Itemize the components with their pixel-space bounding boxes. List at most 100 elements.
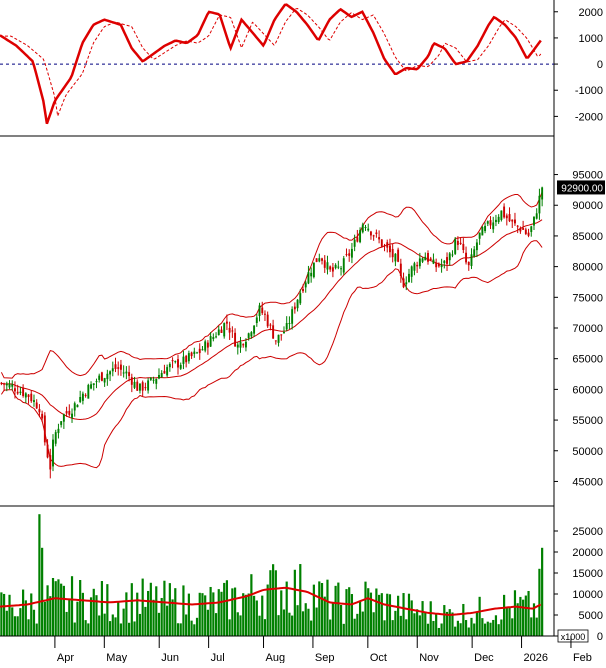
candle-body	[337, 266, 340, 268]
candle-body	[323, 260, 326, 268]
candlestick	[440, 258, 443, 273]
volume-bar	[16, 616, 19, 636]
bollinger-upper-band	[0, 191, 543, 379]
volume-bar	[103, 613, 106, 636]
price-tick-label: 45000	[572, 476, 603, 488]
candle-body	[258, 305, 261, 316]
volume-bar	[356, 613, 359, 636]
candlestick	[538, 188, 541, 220]
volume-bar	[147, 590, 150, 636]
month-label: Jul	[211, 652, 225, 663]
candle-body	[462, 243, 465, 251]
candle-body	[98, 375, 101, 380]
candlestick	[196, 351, 198, 354]
candle-body	[149, 377, 152, 380]
volume-bar	[391, 620, 394, 636]
volume-bar	[76, 601, 79, 636]
candle-body	[364, 226, 367, 228]
candlestick	[473, 246, 476, 258]
candle-body	[247, 333, 250, 339]
candle-body	[117, 367, 120, 369]
candlestick	[288, 316, 291, 330]
candle-body	[500, 210, 503, 220]
candle-body	[285, 323, 288, 330]
candlestick	[223, 322, 226, 339]
volume-bar	[348, 587, 351, 636]
candle-body	[223, 323, 226, 337]
volume-bar	[228, 619, 231, 636]
volume-bar	[380, 593, 383, 636]
volume-bar	[95, 595, 98, 636]
candle-body	[454, 239, 457, 254]
candle-body	[424, 256, 427, 261]
volume-bar	[252, 595, 256, 636]
candle-body	[81, 393, 84, 401]
candle-body	[190, 352, 193, 357]
volume-bar	[193, 624, 196, 636]
candle-body	[391, 248, 394, 258]
volume-bar	[130, 583, 133, 636]
volume-bar	[424, 612, 427, 636]
candlestick	[41, 410, 44, 423]
candlestick	[272, 319, 275, 339]
candlestick	[361, 222, 364, 234]
candlestick	[206, 340, 209, 355]
candlestick	[378, 230, 381, 244]
oscillator-line	[0, 3, 542, 125]
volume-bar	[432, 620, 435, 636]
volume-bar	[451, 612, 454, 636]
volume-bar	[149, 582, 152, 636]
volume-bar	[293, 569, 296, 636]
candle-body	[291, 309, 294, 324]
candle-body	[519, 227, 522, 232]
candlestick	[160, 370, 163, 378]
candlestick	[456, 236, 459, 251]
volume-bar	[155, 586, 158, 636]
candlestick	[475, 238, 478, 258]
candlestick	[462, 238, 465, 254]
volume-bar	[92, 588, 95, 636]
candle-body	[484, 225, 487, 232]
candlestick	[402, 272, 405, 289]
candlestick	[535, 208, 538, 220]
candle-body	[76, 404, 79, 408]
candle-body	[494, 219, 497, 223]
volume-bar	[204, 595, 207, 636]
candlestick	[340, 265, 343, 276]
volume-bar	[65, 611, 68, 636]
candle-body	[503, 206, 506, 218]
candle-body	[435, 262, 438, 268]
candlestick	[119, 359, 122, 376]
volume-bar	[30, 593, 33, 636]
volume-bar	[481, 618, 484, 636]
candle-body	[516, 225, 519, 227]
candlestick	[13, 381, 16, 399]
candle-body	[103, 378, 106, 383]
month-label: May	[106, 652, 127, 663]
volume-bar	[535, 617, 538, 636]
candle-body	[111, 368, 114, 372]
candlestick	[519, 226, 522, 234]
candlestick	[331, 262, 334, 278]
candlestick	[516, 224, 519, 234]
volume-bar	[307, 608, 310, 636]
volume-bar	[46, 585, 49, 636]
volume-bar	[497, 624, 500, 636]
volume-bar	[492, 619, 495, 636]
candle-body	[38, 409, 41, 413]
volume-bar	[508, 606, 511, 636]
volume-bar	[418, 615, 421, 636]
candle-body	[182, 356, 185, 364]
candle-body	[315, 258, 318, 262]
candle-body	[231, 330, 234, 332]
volume-bar	[106, 584, 109, 636]
candlestick	[100, 371, 103, 382]
candle-body	[141, 382, 144, 391]
candle-body	[19, 391, 22, 394]
volume-bar	[255, 600, 258, 636]
candlestick	[418, 252, 421, 269]
candlestick	[3, 382, 6, 392]
volume-bar	[198, 592, 201, 636]
candle-body	[448, 253, 451, 261]
candlestick	[38, 404, 41, 418]
